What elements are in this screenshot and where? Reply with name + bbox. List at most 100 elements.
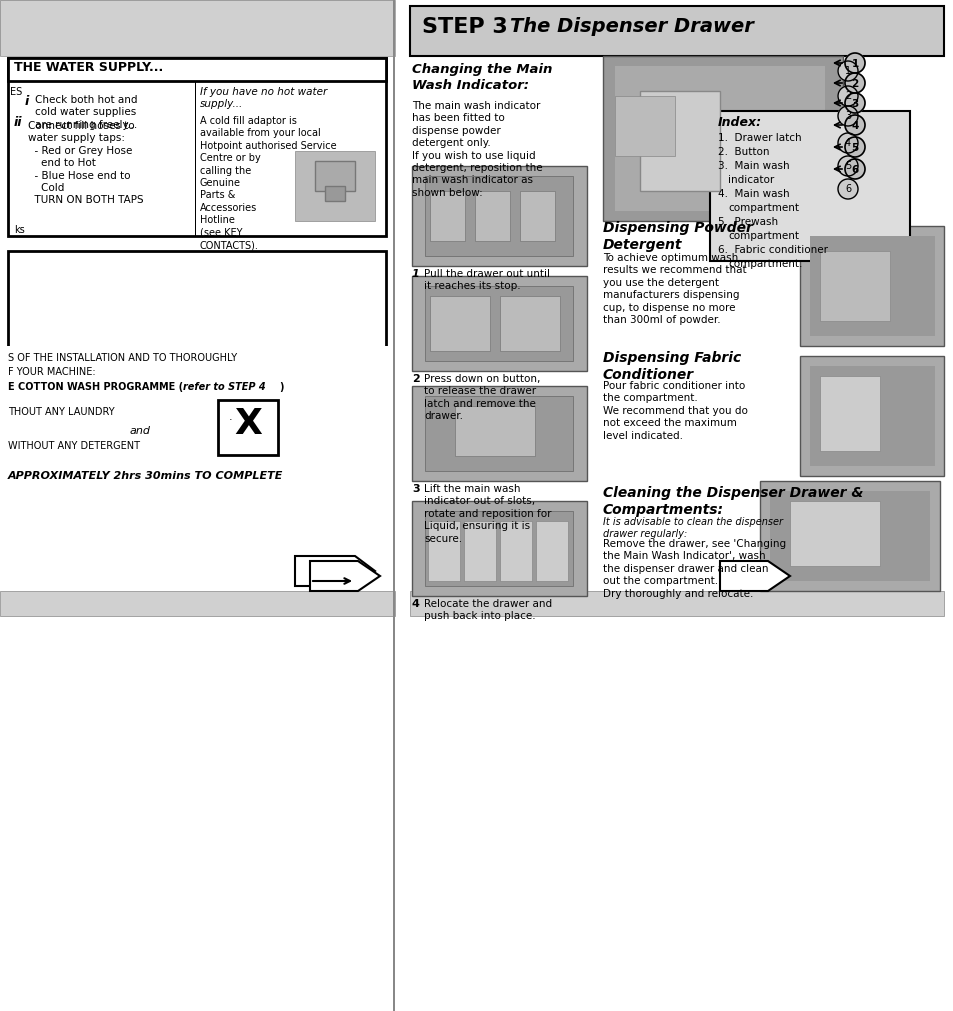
Bar: [314, 161, 355, 191]
Text: 2: 2: [412, 374, 419, 384]
Text: 5.  Prewash: 5. Prewash: [718, 217, 778, 227]
Circle shape: [837, 156, 857, 176]
Text: Dispensing Fabric
Conditioner: Dispensing Fabric Conditioner: [602, 351, 740, 382]
Bar: [194, 81, 196, 236]
Text: 2.  Button: 2. Button: [718, 147, 769, 157]
Bar: [424, 286, 573, 361]
Text: 3: 3: [412, 484, 419, 494]
Text: indicator: indicator: [727, 175, 774, 185]
Bar: [8, 58, 386, 236]
Text: It is advisable to clean the dispenser
drawer regularly:: It is advisable to clean the dispenser d…: [602, 517, 782, 540]
Circle shape: [837, 61, 857, 81]
Bar: [412, 276, 586, 371]
Text: ks: ks: [14, 225, 25, 235]
Text: refer to STEP 4: refer to STEP 4: [183, 382, 265, 392]
Text: Press down on button,
to release the drawer
latch and remove the
drawer.: Press down on button, to release the dra…: [423, 374, 539, 422]
Text: The main wash indicator
has been fitted to
dispense powder
detergent only.
If yo: The main wash indicator has been fitted …: [412, 101, 542, 198]
Bar: [820, 251, 889, 321]
Text: Dispensing Powder
Detergent: Dispensing Powder Detergent: [602, 221, 752, 253]
Bar: [820, 376, 879, 451]
Bar: [475, 191, 510, 241]
Bar: [0, 0, 395, 56]
Bar: [0, 346, 395, 596]
Bar: [800, 356, 943, 476]
Text: 1: 1: [412, 269, 419, 279]
Circle shape: [837, 133, 857, 153]
Text: If you have no hot water
supply...: If you have no hot water supply...: [200, 87, 327, 109]
Bar: [412, 501, 586, 596]
Bar: [639, 91, 720, 191]
Bar: [325, 186, 345, 201]
Bar: [519, 191, 555, 241]
Polygon shape: [310, 561, 379, 591]
Text: 4.  Main wash: 4. Main wash: [718, 189, 789, 199]
Bar: [430, 296, 490, 351]
Bar: [709, 111, 909, 261]
Circle shape: [837, 179, 857, 199]
Bar: [499, 296, 559, 351]
Text: 1: 1: [844, 66, 850, 76]
Text: i: i: [25, 95, 30, 108]
Circle shape: [844, 93, 864, 113]
Text: 3: 3: [850, 99, 858, 109]
Text: 4: 4: [844, 137, 850, 148]
Text: Connect fill hoses to
water supply taps:
  - Red or Grey Hose
    end to Hot
  -: Connect fill hoses to water supply taps:…: [28, 121, 144, 205]
Bar: [430, 191, 464, 241]
Circle shape: [837, 86, 857, 106]
Bar: [428, 521, 459, 581]
Bar: [8, 58, 386, 81]
Bar: [602, 56, 842, 221]
Bar: [615, 96, 675, 156]
Text: THE WATER SUPPLY...: THE WATER SUPPLY...: [14, 61, 163, 74]
Text: ): ): [278, 382, 283, 392]
Text: E COTTON WASH PROGRAMME (: E COTTON WASH PROGRAMME (: [8, 382, 183, 392]
Text: APPROXIMATELY 2hrs 30mins TO COMPLETE: APPROXIMATELY 2hrs 30mins TO COMPLETE: [8, 471, 283, 481]
Text: .: .: [244, 412, 248, 422]
Text: 5: 5: [844, 161, 850, 171]
Text: THOUT ANY LAUNDRY: THOUT ANY LAUNDRY: [8, 407, 114, 417]
Bar: [410, 591, 943, 616]
Text: A cold fill adaptor is
available from your local
Hotpoint authorised Service
Cen: A cold fill adaptor is available from yo…: [200, 116, 336, 250]
Text: The Dispenser Drawer: The Dispenser Drawer: [510, 17, 753, 36]
Polygon shape: [720, 561, 789, 591]
Bar: [0, 591, 395, 616]
Text: 1: 1: [850, 59, 858, 69]
Text: .: .: [229, 412, 233, 422]
Text: X: X: [233, 407, 262, 441]
Text: Lift the main wash
indicator out of slots,
rotate and reposition for
Liquid, ens: Lift the main wash indicator out of slot…: [423, 484, 551, 544]
Circle shape: [844, 53, 864, 73]
Text: compartment: compartment: [727, 203, 799, 213]
Text: Changing the Main
Wash Indicator:: Changing the Main Wash Indicator:: [412, 63, 552, 92]
Text: 4: 4: [412, 599, 419, 609]
Bar: [769, 491, 929, 581]
Bar: [412, 386, 586, 481]
Bar: [410, 6, 943, 56]
Text: and: and: [130, 426, 151, 436]
Circle shape: [844, 73, 864, 93]
Bar: [463, 521, 496, 581]
Text: Index:: Index:: [718, 116, 761, 129]
Polygon shape: [294, 556, 375, 586]
Text: 5: 5: [850, 143, 858, 153]
Text: 6: 6: [850, 165, 858, 175]
Bar: [809, 366, 934, 466]
Text: compartment.: compartment.: [727, 259, 801, 269]
Text: F YOUR MACHINE:: F YOUR MACHINE:: [8, 367, 95, 377]
Bar: [424, 396, 573, 471]
Text: ii: ii: [14, 116, 23, 129]
Bar: [800, 226, 943, 346]
Text: Pull the drawer out until
it reaches its stop.: Pull the drawer out until it reaches its…: [423, 269, 550, 291]
Bar: [615, 66, 824, 211]
Text: ES: ES: [10, 87, 22, 97]
Bar: [424, 511, 573, 586]
Text: S OF THE INSTALLATION AND TO THOROUGHLY: S OF THE INSTALLATION AND TO THOROUGHLY: [8, 353, 237, 363]
Text: 4: 4: [850, 121, 858, 131]
Text: .: .: [253, 425, 257, 435]
Text: 6: 6: [844, 184, 850, 194]
Bar: [455, 406, 535, 456]
Text: Pour fabric conditioner into
the compartment.
We recommend that you do
not excee: Pour fabric conditioner into the compart…: [602, 381, 747, 441]
Circle shape: [844, 115, 864, 135]
Text: Remove the drawer, see 'Changing
the Main Wash Indicator', wash
the dispenser dr: Remove the drawer, see 'Changing the Mai…: [602, 539, 785, 599]
Bar: [789, 501, 879, 566]
Bar: [536, 521, 567, 581]
